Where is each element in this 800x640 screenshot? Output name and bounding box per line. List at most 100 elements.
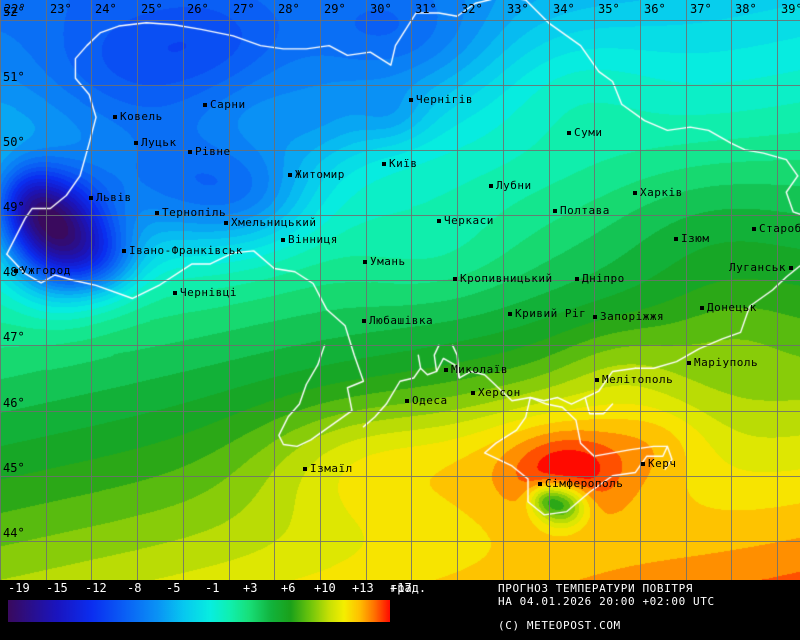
city-name: Любашівка bbox=[369, 314, 434, 327]
city-name: Маріуполь bbox=[694, 356, 759, 369]
city-marker-icon bbox=[641, 461, 645, 466]
city-marker-icon bbox=[363, 259, 367, 264]
city-name: Івано-Франківськ bbox=[129, 244, 243, 257]
city-marker-icon bbox=[788, 265, 793, 270]
lon-tick-label: 33° bbox=[507, 2, 529, 16]
city-marker-icon bbox=[382, 161, 386, 166]
gridline-latitude bbox=[0, 541, 800, 542]
city-label: Донецьк bbox=[700, 302, 757, 313]
scale-tick-label: -5 bbox=[166, 581, 181, 595]
gridline-longitude bbox=[411, 0, 412, 580]
color-scale-bar bbox=[8, 600, 390, 622]
city-name: Суми bbox=[574, 126, 603, 139]
city-marker-icon bbox=[489, 183, 493, 188]
gridline-latitude bbox=[0, 20, 800, 21]
copyright-label: (C) METEOPOST.COM bbox=[498, 619, 621, 632]
city-name: Сімферополь bbox=[545, 477, 624, 490]
city-label: Полтава bbox=[553, 205, 610, 216]
color-scale-ticks: -19 -15 -12 -8 -5 -1 +3 +6 +10 +13 +17 bbox=[0, 580, 480, 600]
gridline-longitude bbox=[137, 0, 138, 580]
city-label: Сарни bbox=[203, 99, 246, 110]
city-marker-icon bbox=[134, 140, 138, 145]
city-marker-icon bbox=[405, 398, 409, 403]
gridline-longitude bbox=[503, 0, 504, 580]
lat-tick-label: 48° bbox=[3, 266, 25, 278]
city-label: Суми bbox=[567, 127, 603, 138]
city-name: Одеса bbox=[412, 394, 448, 407]
city-label: Луцьк bbox=[134, 137, 177, 148]
city-label: Черкаси bbox=[437, 215, 494, 226]
temperature-field-canvas bbox=[0, 0, 800, 580]
city-marker-icon bbox=[155, 210, 159, 215]
city-marker-icon bbox=[471, 390, 475, 395]
city-name: Херсон bbox=[478, 386, 521, 399]
city-name: Мелітополь bbox=[602, 373, 674, 386]
scale-tick-label: +17 bbox=[390, 581, 412, 595]
city-name: Луцьк bbox=[141, 136, 177, 149]
city-label: Тернопіль bbox=[155, 207, 226, 218]
gridline-longitude bbox=[91, 0, 92, 580]
gridline-longitude bbox=[320, 0, 321, 580]
city-name: Київ bbox=[389, 157, 418, 170]
lon-tick-label: 30° bbox=[370, 2, 392, 16]
city-label: Одеса bbox=[405, 395, 448, 406]
city-name: Житомир bbox=[295, 168, 345, 181]
city-marker-icon bbox=[303, 466, 307, 471]
lon-tick-label: 37° bbox=[690, 2, 712, 16]
city-label: Умань bbox=[363, 256, 406, 267]
gridline-latitude bbox=[0, 85, 800, 86]
city-label: Луганськ bbox=[729, 262, 793, 273]
city-label: Вінниця bbox=[281, 234, 338, 245]
city-marker-icon bbox=[553, 208, 557, 213]
lat-tick-label: 47° bbox=[3, 330, 25, 344]
gridline-latitude bbox=[0, 345, 800, 346]
city-name: Тернопіль bbox=[162, 206, 227, 219]
city-label: Запоріжжя bbox=[593, 311, 664, 322]
gridline-longitude bbox=[46, 0, 47, 580]
city-marker-icon bbox=[224, 220, 228, 225]
city-label: Чернігів bbox=[409, 94, 473, 105]
city-marker-icon bbox=[595, 377, 599, 382]
scale-tick-label: +6 bbox=[281, 581, 296, 595]
lon-tick-label: 22° bbox=[4, 2, 26, 16]
city-label: Ізмаїл bbox=[303, 463, 353, 474]
city-name: Вінниця bbox=[288, 233, 338, 246]
city-marker-icon bbox=[674, 236, 678, 241]
city-label: Керч bbox=[641, 458, 677, 469]
temperature-map[interactable]: 22° 23° 24° 25° 26° 27° 28° 29° 30° 31° 32° 33° 34° 3… bbox=[0, 0, 800, 580]
city-label: Дніпро bbox=[575, 273, 625, 284]
city-label: Харків bbox=[633, 187, 683, 198]
city-name: Керч bbox=[648, 457, 677, 470]
city-label: Ізюм bbox=[674, 233, 710, 244]
city-name: Полтава bbox=[560, 204, 610, 217]
gridline-longitude bbox=[0, 0, 1, 580]
scale-tick-label: -15 bbox=[46, 581, 68, 595]
city-name: Кривий Ріг bbox=[515, 307, 587, 320]
city-label: Сімферополь bbox=[538, 478, 623, 489]
city-marker-icon bbox=[122, 248, 126, 253]
city-name: Донецьк bbox=[707, 301, 757, 314]
lat-tick-label: 50° bbox=[3, 135, 25, 149]
lon-tick-label: 26° bbox=[187, 2, 209, 16]
city-label: Львів bbox=[89, 192, 132, 203]
city-marker-icon bbox=[14, 268, 18, 273]
scale-tick-label: -12 bbox=[85, 581, 107, 595]
city-marker-icon bbox=[409, 97, 413, 102]
lon-tick-label: 35° bbox=[598, 2, 620, 16]
city-name: Умань bbox=[370, 255, 406, 268]
city-label: Лубни bbox=[489, 180, 532, 191]
gridline-latitude bbox=[0, 411, 800, 412]
city-name: Львів bbox=[96, 191, 132, 204]
lat-tick-label: 45° bbox=[3, 461, 25, 475]
city-name: Ізюм bbox=[681, 232, 710, 245]
city-label: Маріуполь bbox=[687, 357, 758, 368]
gridline-latitude bbox=[0, 150, 800, 151]
city-marker-icon bbox=[173, 290, 177, 295]
gridline-longitude bbox=[549, 0, 550, 580]
city-name: Чернівці bbox=[180, 286, 237, 299]
lon-tick-label: 32° bbox=[461, 2, 483, 16]
scale-tick-label: +10 bbox=[314, 581, 336, 595]
gridline-latitude bbox=[0, 476, 800, 477]
city-label: Рівне bbox=[188, 146, 231, 157]
